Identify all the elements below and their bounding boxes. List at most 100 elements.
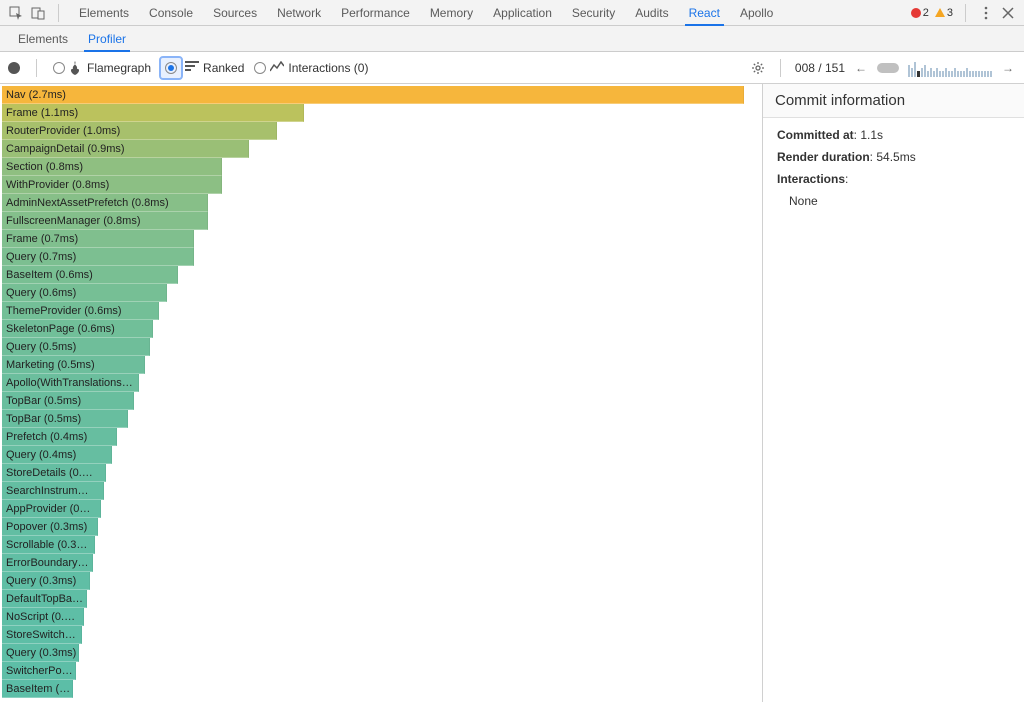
ranked-bar-fill[interactable]: DefaultTopBa… bbox=[2, 590, 87, 608]
ranked-bar-fill[interactable]: Query (0.4ms) bbox=[2, 446, 112, 464]
main-tab-apollo[interactable]: Apollo bbox=[730, 0, 783, 25]
ranked-bar-fill[interactable]: AdminNextAssetPrefetch (0.8ms) bbox=[2, 194, 208, 212]
ranked-bar[interactable]: SwitcherPo… bbox=[2, 662, 760, 680]
devtools-top-toolbar: ElementsConsoleSourcesNetworkPerformance… bbox=[0, 0, 1024, 26]
ranked-bar[interactable]: Query (0.4ms) bbox=[2, 446, 760, 464]
record-button[interactable] bbox=[8, 62, 20, 74]
ranked-bar-fill[interactable]: SearchInstrum… bbox=[2, 482, 104, 500]
ranked-bar-fill[interactable]: Query (0.3ms) bbox=[2, 572, 90, 590]
ranked-bar[interactable]: Prefetch (0.4ms) bbox=[2, 428, 760, 446]
sub-tab-elements[interactable]: Elements bbox=[8, 26, 78, 51]
ranked-bar-fill[interactable]: Query (0.7ms) bbox=[2, 248, 194, 266]
ranked-bar-fill[interactable]: Section (0.8ms) bbox=[2, 158, 222, 176]
ranked-bar[interactable]: Apollo(WithTranslations… bbox=[2, 374, 760, 392]
ranked-bar[interactable]: Query (0.7ms) bbox=[2, 248, 760, 266]
prev-commit-arrow[interactable]: ← bbox=[853, 61, 869, 75]
ranked-bar-fill[interactable]: BaseItem (… bbox=[2, 680, 73, 698]
ranked-bar-fill[interactable]: Frame (0.7ms) bbox=[2, 230, 194, 248]
ranked-bar[interactable]: Section (0.8ms) bbox=[2, 158, 760, 176]
ranked-bar-fill[interactable]: CampaignDetail (0.9ms) bbox=[2, 140, 249, 158]
main-tab-elements[interactable]: Elements bbox=[69, 0, 139, 25]
ranked-bar-fill[interactable]: SkeletonPage (0.6ms) bbox=[2, 320, 153, 338]
main-tab-security[interactable]: Security bbox=[562, 0, 625, 25]
ranked-bar[interactable]: Frame (0.7ms) bbox=[2, 230, 760, 248]
ranked-bar-fill[interactable]: StoreSwitch… bbox=[2, 626, 82, 644]
ranked-bar[interactable]: AppProvider (0… bbox=[2, 500, 760, 518]
ranked-bar[interactable]: SearchInstrum… bbox=[2, 482, 760, 500]
warning-count[interactable]: 3 bbox=[935, 7, 953, 19]
ranked-bar[interactable]: Query (0.3ms) bbox=[2, 572, 760, 590]
ranked-bar-fill[interactable]: TopBar (0.5ms) bbox=[2, 392, 134, 410]
ranked-bar[interactable]: ErrorBoundary… bbox=[2, 554, 760, 572]
ranked-bar[interactable]: Query (0.3ms) bbox=[2, 644, 760, 662]
ranked-bar[interactable]: Frame (1.1ms) bbox=[2, 104, 760, 122]
ranked-bar-fill[interactable]: Query (0.6ms) bbox=[2, 284, 167, 302]
profiler-controls: Flamegraph Ranked Interactions (0) 008 /… bbox=[0, 52, 1024, 84]
ranked-bar-fill[interactable]: Query (0.5ms) bbox=[2, 338, 150, 356]
flamegraph-mode[interactable]: Flamegraph bbox=[53, 61, 151, 75]
ranked-bar[interactable]: CampaignDetail (0.9ms) bbox=[2, 140, 760, 158]
ranked-bar[interactable]: DefaultTopBa… bbox=[2, 590, 760, 608]
gear-icon[interactable] bbox=[750, 60, 766, 76]
ranked-bar-fill[interactable]: Frame (1.1ms) bbox=[2, 104, 304, 122]
main-tab-sources[interactable]: Sources bbox=[203, 0, 267, 25]
ranked-bar[interactable]: ThemeProvider (0.6ms) bbox=[2, 302, 760, 320]
ranked-bar-fill[interactable]: RouterProvider (1.0ms) bbox=[2, 122, 277, 140]
ranked-bar-fill[interactable]: Apollo(WithTranslations… bbox=[2, 374, 139, 392]
main-tab-memory[interactable]: Memory bbox=[420, 0, 483, 25]
ranked-bar[interactable]: WithProvider (0.8ms) bbox=[2, 176, 760, 194]
error-count[interactable]: 2 bbox=[911, 7, 929, 19]
radio-icon bbox=[165, 62, 177, 74]
ranked-bar-fill[interactable]: FullscreenManager (0.8ms) bbox=[2, 212, 208, 230]
ranked-bar-fill[interactable]: Query (0.3ms) bbox=[2, 644, 79, 662]
ranked-bar-fill[interactable]: Nav (2.7ms) bbox=[2, 86, 744, 104]
main-tab-performance[interactable]: Performance bbox=[331, 0, 420, 25]
ranked-bar[interactable]: AdminNextAssetPrefetch (0.8ms) bbox=[2, 194, 760, 212]
ranked-bar[interactable]: Popover (0.3ms) bbox=[2, 518, 760, 536]
ranked-bar[interactable]: StoreDetails (0.… bbox=[2, 464, 760, 482]
ranked-bar[interactable]: Marketing (0.5ms) bbox=[2, 356, 760, 374]
ranked-bar[interactable]: TopBar (0.5ms) bbox=[2, 392, 760, 410]
next-commit-arrow[interactable]: → bbox=[1000, 61, 1016, 75]
ranked-icon bbox=[185, 61, 199, 75]
ranked-bar-fill[interactable]: ErrorBoundary… bbox=[2, 554, 93, 572]
main-tab-audits[interactable]: Audits bbox=[625, 0, 678, 25]
device-toggle-icon[interactable] bbox=[30, 5, 46, 21]
ranked-bar[interactable]: NoScript (0.… bbox=[2, 608, 760, 626]
ranked-bar[interactable]: BaseItem (… bbox=[2, 680, 760, 698]
ranked-bar-fill[interactable]: StoreDetails (0.… bbox=[2, 464, 106, 482]
ranked-bar-fill[interactable]: Marketing (0.5ms) bbox=[2, 356, 145, 374]
ranked-bar[interactable]: Nav (2.7ms) bbox=[2, 86, 760, 104]
ranked-bar-fill[interactable]: WithProvider (0.8ms) bbox=[2, 176, 222, 194]
ranked-bar[interactable]: Query (0.6ms) bbox=[2, 284, 760, 302]
ranked-bar-fill[interactable]: Popover (0.3ms) bbox=[2, 518, 98, 536]
ranked-label: Ranked bbox=[203, 61, 244, 75]
ranked-bar[interactable]: SkeletonPage (0.6ms) bbox=[2, 320, 760, 338]
commit-sparkline[interactable] bbox=[908, 59, 992, 77]
close-icon[interactable] bbox=[1000, 5, 1016, 21]
main-tab-react[interactable]: React bbox=[679, 0, 730, 25]
ranked-bar[interactable]: StoreSwitch… bbox=[2, 626, 760, 644]
ranked-bar[interactable]: Query (0.5ms) bbox=[2, 338, 760, 356]
ranked-bar[interactable]: Scrollable (0.3… bbox=[2, 536, 760, 554]
ranked-bar[interactable]: FullscreenManager (0.8ms) bbox=[2, 212, 760, 230]
main-tab-network[interactable]: Network bbox=[267, 0, 331, 25]
ranked-bar-fill[interactable]: BaseItem (0.6ms) bbox=[2, 266, 178, 284]
ranked-bar-fill[interactable]: Scrollable (0.3… bbox=[2, 536, 95, 554]
ranked-bar-fill[interactable]: Prefetch (0.4ms) bbox=[2, 428, 117, 446]
main-tab-application[interactable]: Application bbox=[483, 0, 562, 25]
sub-tab-profiler[interactable]: Profiler bbox=[78, 26, 136, 51]
ranked-bar[interactable]: RouterProvider (1.0ms) bbox=[2, 122, 760, 140]
interactions-mode[interactable]: Interactions (0) bbox=[254, 61, 368, 75]
ranked-bar[interactable]: BaseItem (0.6ms) bbox=[2, 266, 760, 284]
main-tab-console[interactable]: Console bbox=[139, 0, 203, 25]
ranked-bar-fill[interactable]: SwitcherPo… bbox=[2, 662, 76, 680]
ranked-bar-fill[interactable]: NoScript (0.… bbox=[2, 608, 84, 626]
ranked-mode[interactable]: Ranked bbox=[161, 58, 244, 78]
ranked-bar-fill[interactable]: ThemeProvider (0.6ms) bbox=[2, 302, 159, 320]
inspect-element-icon[interactable] bbox=[8, 5, 24, 21]
ranked-bar-fill[interactable]: AppProvider (0… bbox=[2, 500, 101, 518]
ranked-bar[interactable]: TopBar (0.5ms) bbox=[2, 410, 760, 428]
kebab-menu-icon[interactable] bbox=[978, 5, 994, 21]
ranked-bar-fill[interactable]: TopBar (0.5ms) bbox=[2, 410, 128, 428]
